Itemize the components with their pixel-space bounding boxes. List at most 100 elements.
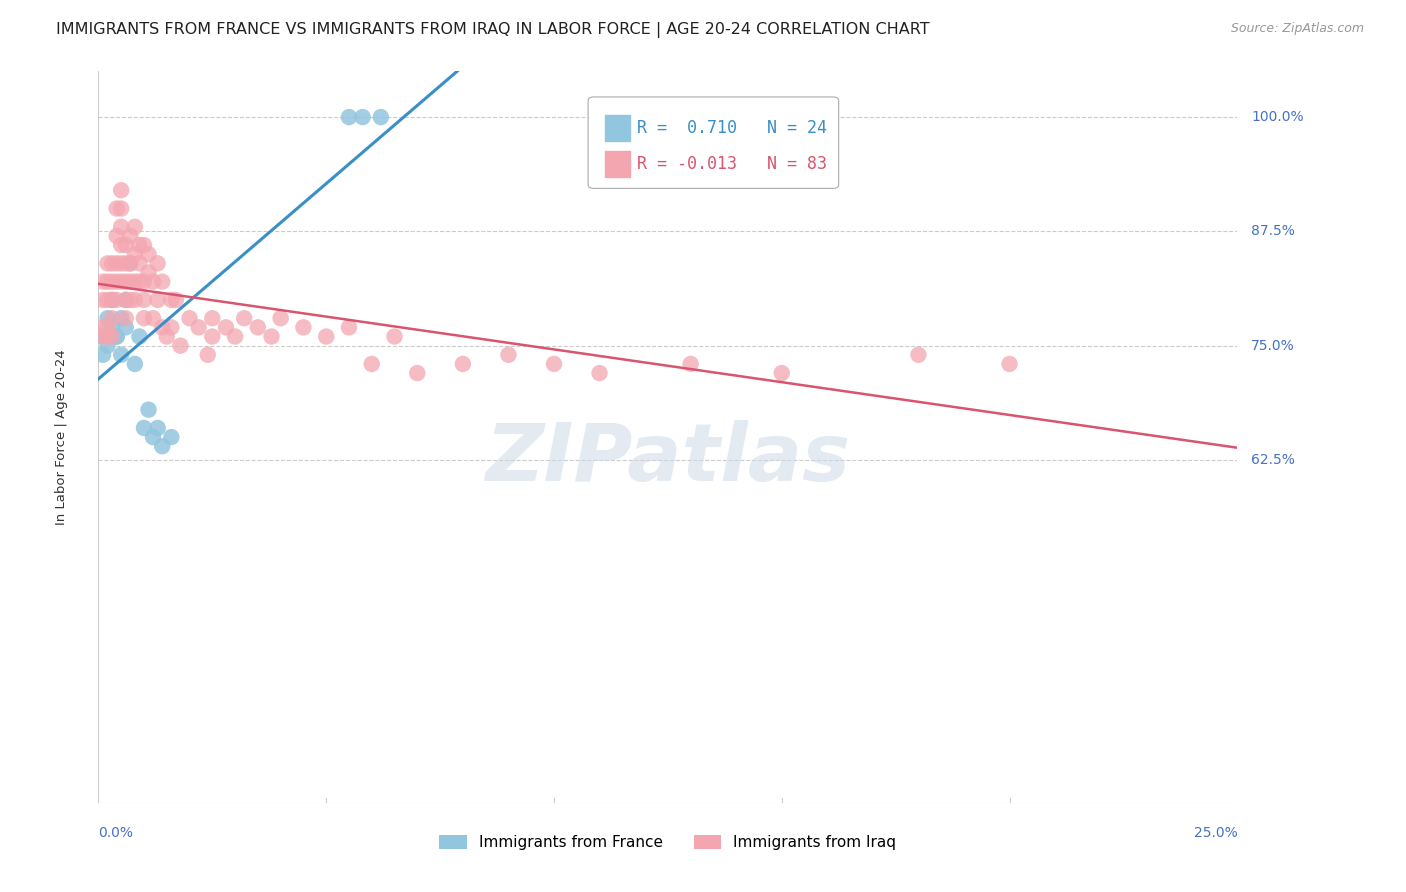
Point [156,329,179,343]
Point [337,320,360,334]
Point [101,256,124,270]
Point [105,202,128,216]
Point [101,293,124,307]
Point [96,293,118,307]
Point [142,275,165,289]
Point [110,256,132,270]
Point [124,357,146,371]
Point [132,421,155,435]
Point [165,293,187,307]
Point [360,357,382,371]
Point [110,202,132,216]
Point [110,311,132,326]
Point [96,311,118,326]
Point [138,266,160,280]
Point [150,320,173,334]
Point [110,238,132,252]
Text: R =  0.710   N = 24: R = 0.710 N = 24 [637,119,827,136]
Point [114,238,136,252]
Point [146,293,169,307]
Point [91,275,114,289]
Point [105,329,128,343]
Point [224,329,246,343]
Text: 87.5%: 87.5% [1251,225,1295,238]
Text: 62.5%: 62.5% [1251,453,1295,467]
Point [187,320,209,334]
Point [91,329,114,343]
Point [105,228,128,243]
Text: 75.0%: 75.0% [1251,339,1295,352]
Point [110,275,132,289]
Point [588,366,610,380]
Point [201,311,224,326]
Point [150,439,173,453]
Point [160,430,183,444]
Point [124,247,146,261]
Point [270,311,292,326]
Point [91,320,114,334]
Point [91,293,114,307]
Text: 0.0%: 0.0% [98,826,134,839]
Point [160,293,183,307]
Point [498,348,520,362]
Point [91,329,114,343]
Point [110,348,132,362]
Point [120,228,142,243]
Point [132,293,155,307]
Bar [605,115,630,141]
Point [146,421,169,435]
Point [292,320,315,334]
Point [105,293,128,307]
Point [91,348,114,362]
Point [101,275,124,289]
Point [169,339,191,353]
Point [260,329,283,343]
Point [150,275,173,289]
Text: R = -0.013   N = 83: R = -0.013 N = 83 [637,154,827,173]
Point [128,329,150,343]
Point [120,256,142,270]
Point [132,311,155,326]
Point [105,329,128,343]
Point [246,320,269,334]
Point [114,275,136,289]
Point [124,293,146,307]
Point [138,247,160,261]
Point [101,293,124,307]
Point [120,275,142,289]
Text: IMMIGRANTS FROM FRANCE VS IMMIGRANTS FROM IRAQ IN LABOR FORCE | AGE 20-24 CORREL: IMMIGRANTS FROM FRANCE VS IMMIGRANTS FRO… [56,22,929,38]
Point [907,348,929,362]
Point [406,366,429,380]
Point [120,293,142,307]
Point [114,311,136,326]
Point [110,219,132,234]
Legend: Immigrants from France, Immigrants from Iraq: Immigrants from France, Immigrants from … [439,835,897,850]
Text: In Labor Force | Age 20-24: In Labor Force | Age 20-24 [55,349,69,525]
Text: ZIPatlas: ZIPatlas [485,420,851,498]
Point [197,348,219,362]
Point [128,275,150,289]
Point [120,256,142,270]
Point [105,256,128,270]
Point [142,430,165,444]
Point [96,320,118,334]
Point [101,329,124,343]
Point [114,320,136,334]
Point [96,329,118,343]
Point [132,275,155,289]
Point [101,311,124,326]
Point [146,256,169,270]
Point [114,293,136,307]
Text: 100.0%: 100.0% [1251,110,1303,124]
Point [114,256,136,270]
Point [201,329,224,343]
Point [132,238,155,252]
Point [110,183,132,197]
Point [124,275,146,289]
Point [179,311,201,326]
Point [370,110,392,124]
Point [105,275,128,289]
Point [679,357,702,371]
Point [315,329,337,343]
Point [384,329,406,343]
